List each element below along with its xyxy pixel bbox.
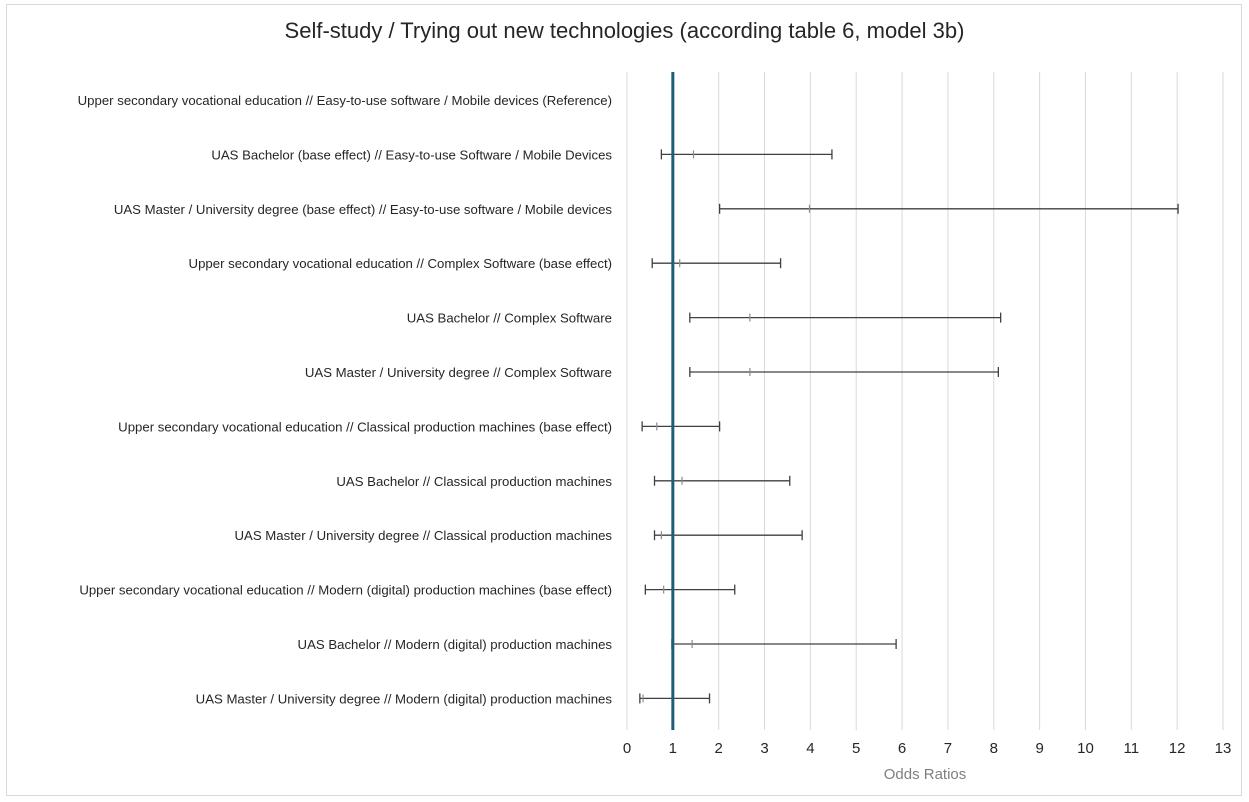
x-axis-ticks: 0 1 2 3 4 5 6 7 8 9 10 11 12 13 (623, 740, 1232, 757)
row-label: Upper secondary vocational education // … (79, 583, 612, 598)
row-10: Upper secondary vocational education // … (79, 583, 736, 598)
row-2: UAS Bachelor (base effect) // Easy-to-us… (211, 147, 833, 162)
x-tick-label-0: 0 (623, 740, 631, 757)
row-label: Upper secondary vocational education // … (118, 419, 612, 434)
x-tick-label-11: 11 (1124, 740, 1140, 757)
row-11: UAS Bachelor // Modern (digital) product… (298, 637, 897, 652)
x-tick-label-10: 10 (1077, 740, 1094, 757)
row-12: UAS Master / University degree // Modern… (196, 691, 711, 706)
x-tick-label-7: 7 (944, 740, 952, 757)
row-label: UAS Master / University degree // Comple… (305, 365, 612, 380)
row-1: Upper secondary vocational education // … (78, 93, 612, 108)
x-tick-label-5: 5 (852, 740, 860, 757)
x-tick-label-3: 3 (760, 740, 768, 757)
row-label: Upper secondary vocational education // … (78, 93, 612, 108)
row-label: UAS Bachelor // Modern (digital) product… (298, 637, 613, 652)
row-4: Upper secondary vocational education // … (189, 256, 782, 271)
row-label: UAS Bachelor (base effect) // Easy-to-us… (211, 147, 612, 162)
row-3: UAS Master / University degree (base eff… (114, 202, 1179, 217)
row-8: UAS Bachelor // Classical production mac… (336, 474, 791, 489)
x-tick-label-2: 2 (715, 740, 723, 757)
row-5: UAS Bachelor // Complex Software (407, 311, 1002, 326)
x-axis-label: Odds Ratios (884, 766, 967, 783)
row-label: UAS Master / University degree // Modern… (196, 691, 613, 706)
x-tick-label-6: 6 (898, 740, 906, 757)
row-6: UAS Master / University degree // Comple… (305, 365, 1000, 380)
x-tick-label-13: 13 (1215, 740, 1232, 757)
row-label: UAS Master / University degree // Classi… (235, 528, 613, 543)
x-tick-label-4: 4 (806, 740, 814, 757)
row-9: UAS Master / University degree // Classi… (235, 528, 803, 543)
x-tick-label-1: 1 (669, 740, 677, 757)
row-label: UAS Bachelor // Classical production mac… (336, 474, 612, 489)
row-label: UAS Bachelor // Complex Software (407, 311, 612, 326)
x-tick-label-8: 8 (990, 740, 998, 757)
chart-title: Self-study / Trying out new technologies… (284, 18, 965, 43)
x-tick-label-9: 9 (1035, 740, 1043, 757)
x-tick-label-12: 12 (1169, 740, 1186, 757)
gridlines (626, 72, 1224, 730)
row-label: Upper secondary vocational education // … (189, 256, 612, 271)
chart-frame (6, 4, 1242, 796)
rows: Upper secondary vocational education // … (78, 93, 1179, 706)
row-7: Upper secondary vocational education // … (118, 419, 721, 434)
row-label: UAS Master / University degree (base eff… (114, 202, 613, 217)
